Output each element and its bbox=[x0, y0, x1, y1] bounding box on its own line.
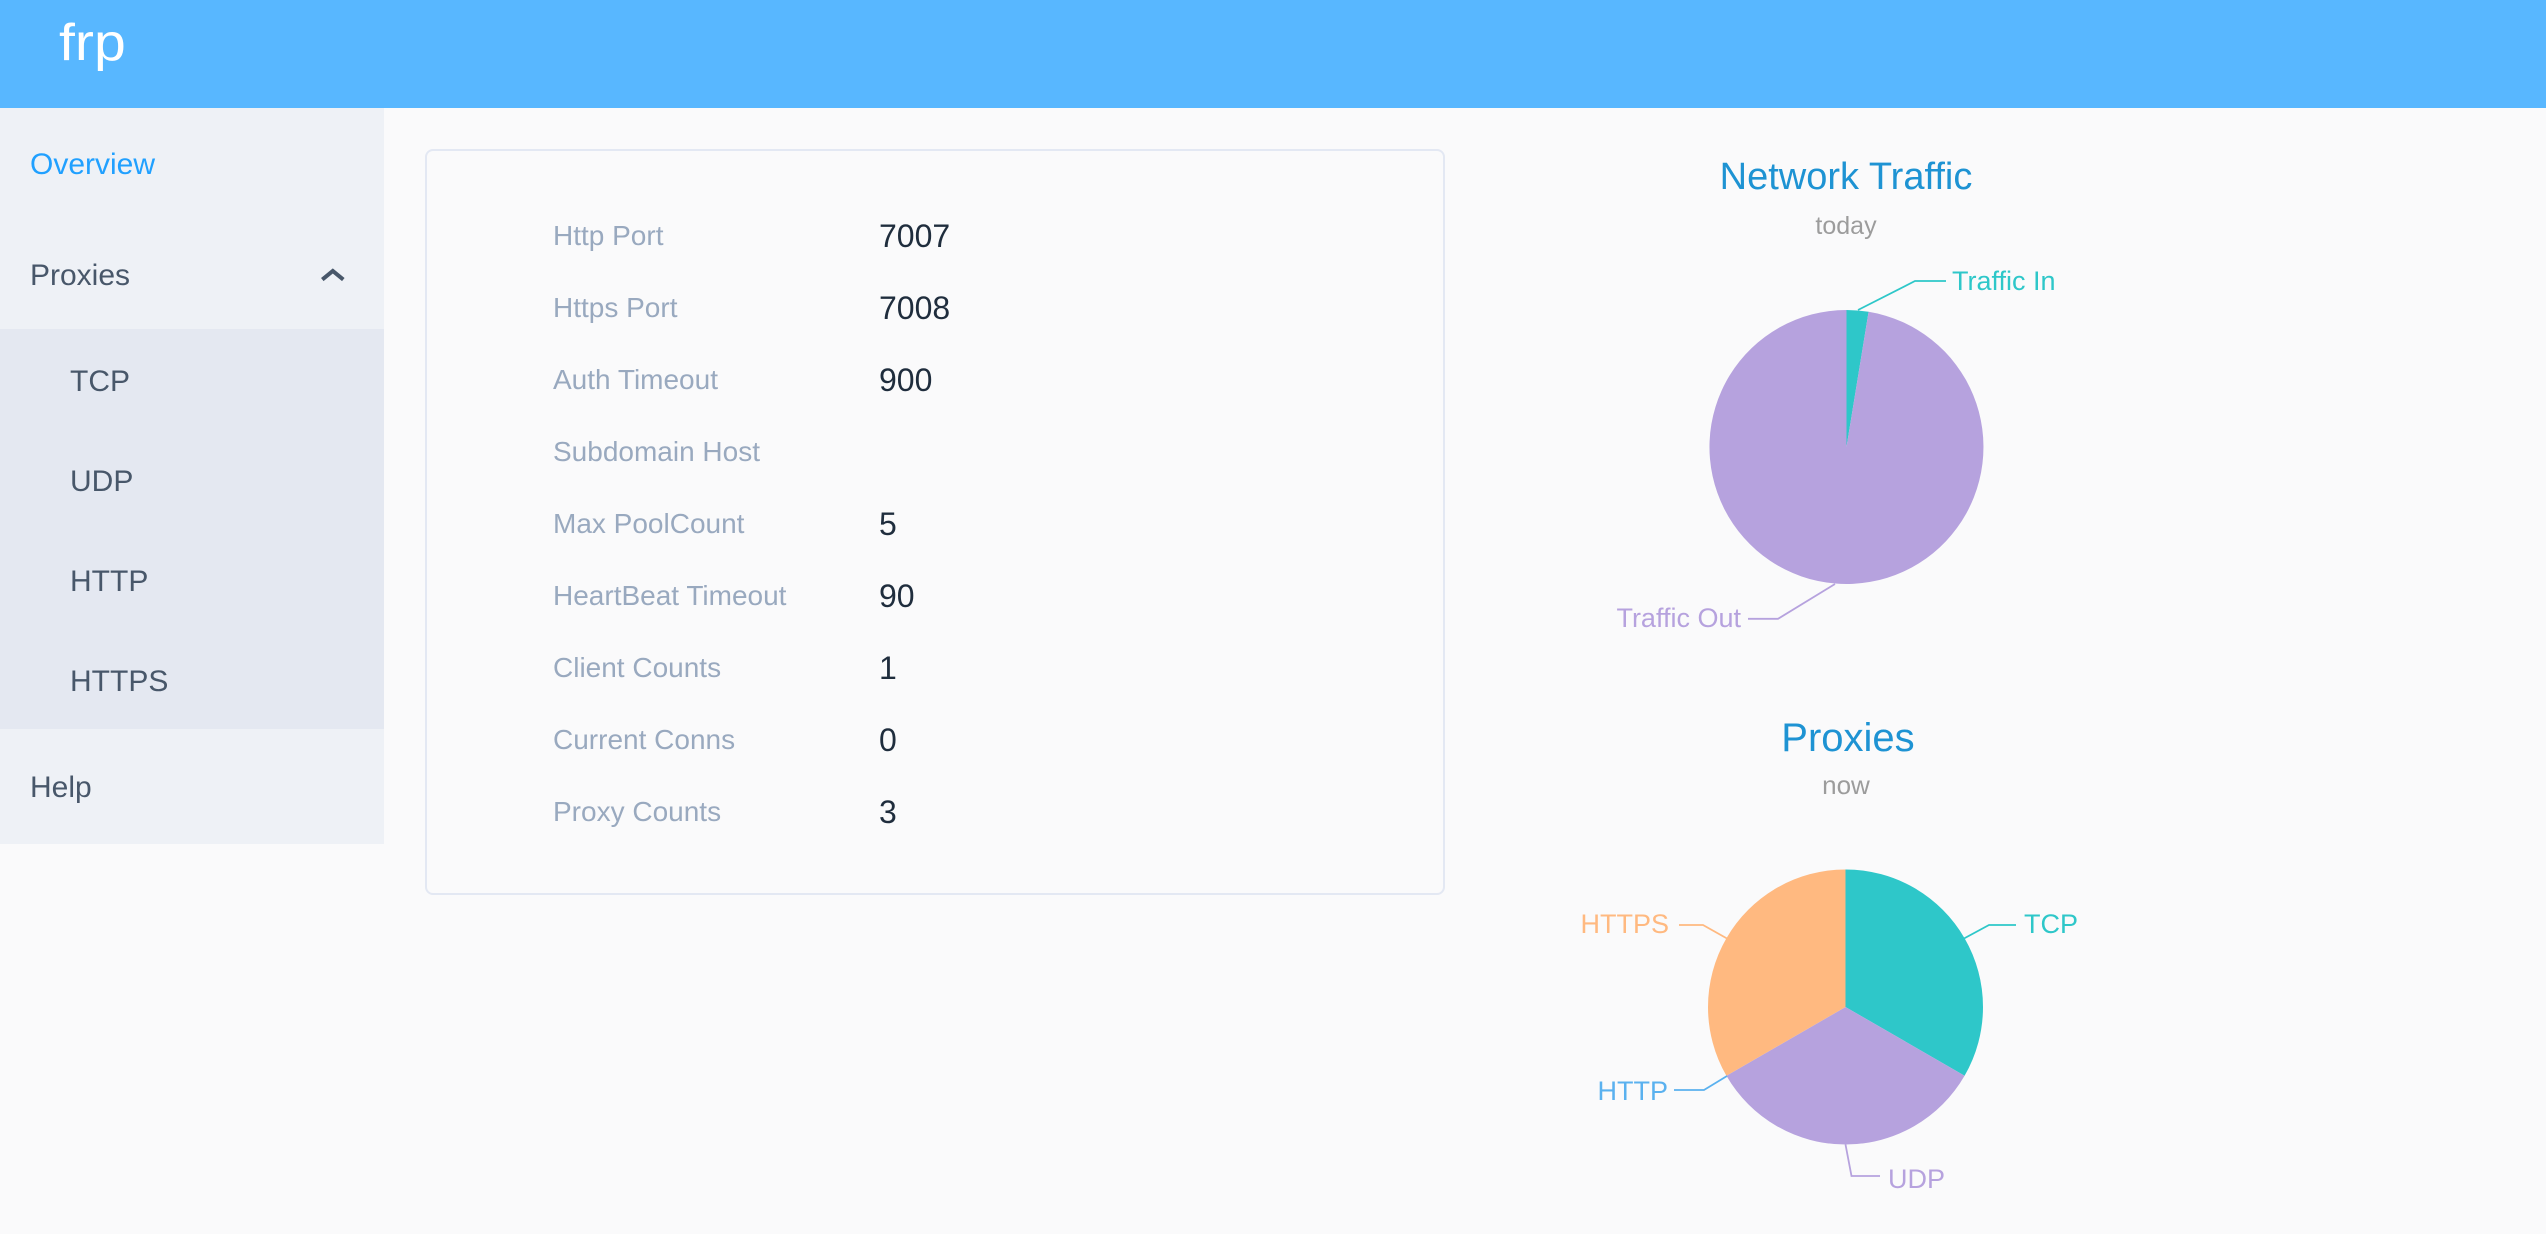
svg-text:Traffic In: Traffic In bbox=[1952, 266, 2056, 296]
svg-text:HTTP: HTTP bbox=[1598, 1076, 1669, 1106]
svg-text:UDP: UDP bbox=[1888, 1164, 1945, 1194]
svg-text:now: now bbox=[1822, 770, 1870, 800]
svg-text:Proxies: Proxies bbox=[1781, 716, 1914, 760]
svg-text:Traffic Out: Traffic Out bbox=[1616, 603, 1741, 633]
svg-text:today: today bbox=[1815, 212, 1877, 240]
svg-text:Network Traffic: Network Traffic bbox=[1720, 156, 1973, 198]
svg-text:HTTPS: HTTPS bbox=[1580, 909, 1669, 939]
svg-text:TCP: TCP bbox=[2024, 909, 2078, 939]
